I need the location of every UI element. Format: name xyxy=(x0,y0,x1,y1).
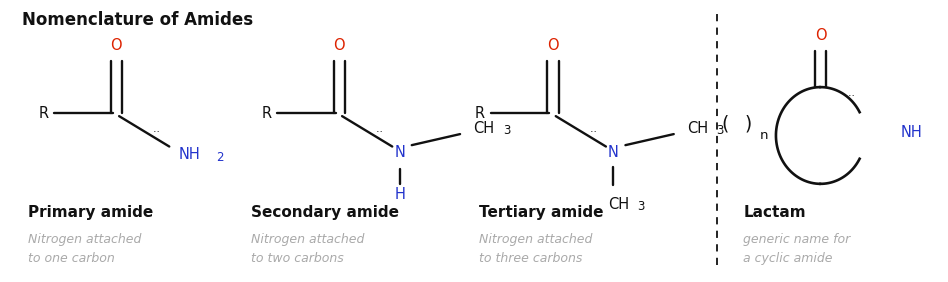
Text: R: R xyxy=(38,106,48,121)
Text: (: ( xyxy=(721,115,728,134)
Text: 3: 3 xyxy=(502,124,510,137)
Text: N: N xyxy=(394,145,405,160)
Text: ‥: ‥ xyxy=(375,124,383,134)
Text: NH: NH xyxy=(901,125,922,140)
Text: Tertiary amide: Tertiary amide xyxy=(479,205,603,220)
Text: R: R xyxy=(475,106,485,121)
Text: Nitrogen attached
to three carbons: Nitrogen attached to three carbons xyxy=(479,233,592,265)
Text: 3: 3 xyxy=(717,124,724,137)
Text: O: O xyxy=(547,38,558,53)
Text: N: N xyxy=(608,145,619,160)
Text: CH: CH xyxy=(686,121,708,136)
Text: O: O xyxy=(334,38,345,53)
Text: Lactam: Lactam xyxy=(743,205,806,220)
Text: ‥: ‥ xyxy=(848,88,855,98)
Text: CH: CH xyxy=(608,197,629,212)
Text: ‥: ‥ xyxy=(590,124,596,134)
Text: n: n xyxy=(760,129,769,142)
Text: CH: CH xyxy=(473,121,494,136)
Text: O: O xyxy=(111,38,122,53)
Text: 3: 3 xyxy=(637,200,645,213)
Text: generic name for
a cyclic amide: generic name for a cyclic amide xyxy=(743,233,850,265)
Text: O: O xyxy=(814,28,827,43)
Text: Secondary amide: Secondary amide xyxy=(251,205,399,220)
Text: Nitrogen attached
to one carbon: Nitrogen attached to one carbon xyxy=(28,233,141,265)
Text: Nomenclature of Amides: Nomenclature of Amides xyxy=(22,11,253,29)
Text: NH: NH xyxy=(178,147,200,162)
Text: ‥: ‥ xyxy=(153,124,160,134)
Text: ): ) xyxy=(744,115,752,134)
Text: H: H xyxy=(394,188,405,202)
Text: Primary amide: Primary amide xyxy=(28,205,154,220)
Text: 2: 2 xyxy=(216,151,223,164)
Text: Nitrogen attached
to two carbons: Nitrogen attached to two carbons xyxy=(251,233,364,265)
Text: R: R xyxy=(262,106,271,121)
